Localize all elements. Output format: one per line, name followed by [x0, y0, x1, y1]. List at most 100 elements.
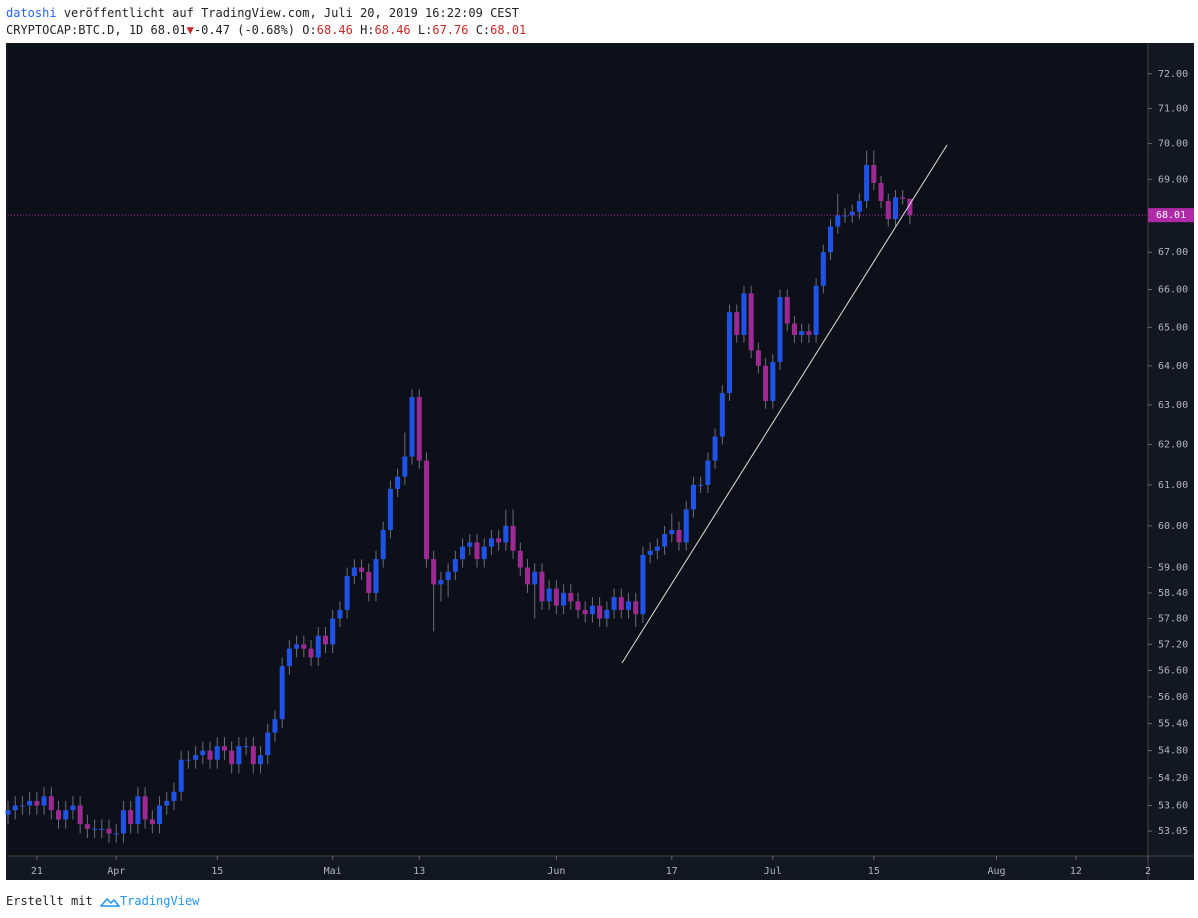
candle-body [142, 796, 148, 820]
candle-body [359, 567, 365, 572]
candle-body [597, 605, 603, 619]
candle-body [106, 828, 112, 834]
price-label: 68.01 [1156, 210, 1186, 221]
candle-body [575, 601, 581, 610]
candle-body [748, 293, 754, 351]
candle-body [589, 605, 595, 615]
candle-body [135, 796, 141, 825]
x-tick-label: Jul [764, 866, 782, 877]
candle-body [416, 397, 422, 461]
candle-body [582, 609, 588, 615]
author[interactable]: datoshi [6, 6, 57, 20]
candle-body [561, 592, 567, 606]
candle-body [409, 397, 415, 457]
candle-body [48, 796, 54, 811]
candle-body [221, 746, 227, 751]
candle-body [258, 755, 264, 765]
candle-body [647, 550, 653, 555]
candle-body [460, 546, 466, 560]
candle-body [92, 828, 98, 830]
down-arrow: ▼ [186, 23, 194, 37]
last: 68.01 [150, 23, 187, 37]
open-value: 68.46 [316, 23, 353, 37]
y-tick-label: 63.00 [1158, 400, 1188, 411]
y-tick-label: 53.05 [1158, 826, 1188, 837]
candle-body [712, 436, 718, 461]
candle-body [70, 805, 76, 811]
y-tick-label: 58.40 [1158, 588, 1188, 599]
candle-body [553, 588, 559, 606]
candle-body [55, 810, 62, 820]
candle-body [84, 824, 90, 829]
candle-body [330, 618, 336, 645]
y-tick-label: 65.00 [1158, 322, 1188, 333]
y-tick-label: 61.00 [1158, 480, 1188, 491]
candle-body [34, 800, 40, 806]
candle-body [308, 648, 314, 658]
y-tick-label: 57.80 [1158, 613, 1188, 624]
price-label-bg [1148, 208, 1194, 223]
y-tick-label: 69.00 [1158, 174, 1188, 185]
candle-body [236, 746, 242, 765]
candle-body [120, 810, 126, 834]
x-tick-label: 13 [413, 866, 425, 877]
candle-body [402, 456, 408, 477]
candle-body [770, 361, 776, 401]
candle-body [517, 550, 523, 568]
candle-body [604, 609, 610, 619]
candle-body [171, 791, 177, 801]
y-tick-label: 54.20 [1158, 773, 1188, 784]
made-with: Erstellt mit [6, 894, 93, 908]
y-tick-label: 71.00 [1158, 103, 1188, 114]
ohlc-line: CRYPTOCAP:BTC.D, 1D 68.01▼-0.47 (-0.68%)… [6, 23, 526, 37]
candle-body [351, 567, 357, 576]
candle-body [871, 164, 877, 183]
y-tick-label: 57.20 [1158, 639, 1188, 650]
candle-body [892, 197, 898, 220]
candle-body [676, 529, 682, 543]
brand[interactable]: TradingView [119, 894, 200, 908]
candle-body [726, 312, 733, 394]
header-line: datoshi veröffentlicht auf TradingView.c… [6, 6, 519, 20]
candle-body [849, 211, 855, 216]
y-tick-label: 56.60 [1158, 665, 1188, 676]
candle-body [214, 746, 220, 760]
candle-body [625, 601, 632, 610]
y-tick-label: 54.80 [1158, 746, 1188, 757]
candle-body [618, 597, 624, 610]
candle-body [669, 529, 675, 535]
candle-body [654, 546, 660, 551]
y-tick-label: 59.00 [1158, 563, 1188, 574]
y-tick-label: 67.00 [1158, 247, 1188, 258]
candle-body [301, 644, 307, 649]
candle-body [423, 460, 430, 560]
candle-body [481, 546, 487, 560]
x-tick-label: 12 [1070, 866, 1082, 877]
candle-body [445, 571, 451, 581]
candle-body [380, 529, 386, 560]
candle-body [128, 810, 134, 825]
candle-body [690, 484, 696, 510]
candle-body [510, 525, 516, 551]
candle-body [337, 609, 343, 619]
candle-body [113, 833, 119, 835]
y-tick-label: 66.00 [1158, 285, 1188, 296]
open-label: O: [302, 23, 317, 37]
candle-body [705, 460, 711, 485]
candle-body [27, 800, 33, 806]
candle-body [322, 635, 328, 645]
candle-body [784, 297, 790, 324]
candle-body [366, 571, 372, 593]
candle-body [156, 805, 163, 825]
candle-body [265, 732, 271, 756]
candle-body [19, 805, 25, 807]
candle-body [41, 796, 47, 806]
candle-body [5, 810, 11, 815]
y-tick-label: 55.40 [1158, 719, 1188, 730]
candle-body [799, 331, 805, 336]
candle-body [164, 800, 170, 806]
candle-body [820, 252, 826, 286]
candle-body [806, 331, 812, 336]
y-tick-label: 70.00 [1158, 139, 1188, 150]
